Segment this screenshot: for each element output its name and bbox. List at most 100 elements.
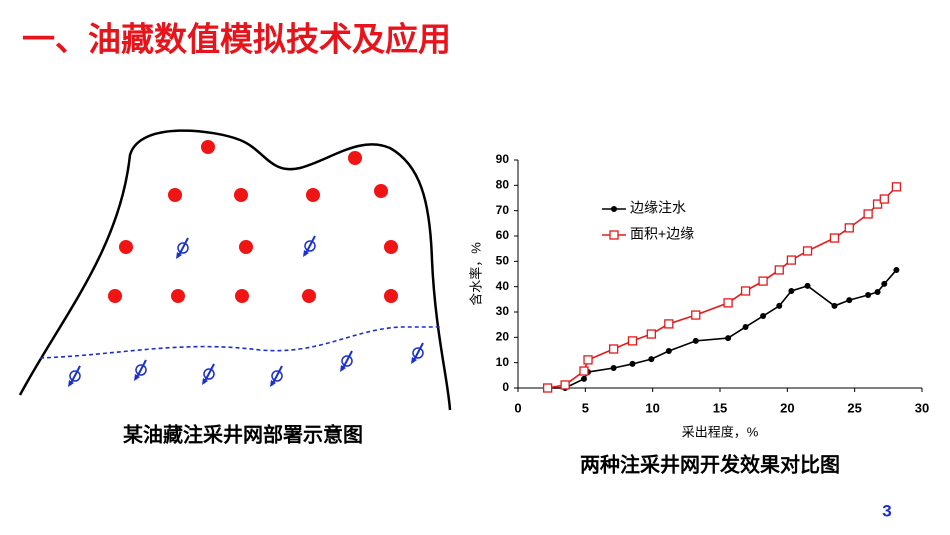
data-point	[648, 356, 655, 363]
legend-label: 边缘注水	[630, 200, 686, 216]
data-point	[608, 344, 619, 354]
chart: 0 10 20 30 40 50 60 70 80 90 0 5 10 15 20 25 30 采出程度，% 含水率…	[468, 152, 929, 439]
y-axis-label: 含水率，%	[468, 242, 483, 306]
chart-caption: 两种注采井网开发效果对比图	[580, 452, 840, 476]
injection-arrowhead	[340, 365, 346, 372]
data-point	[774, 265, 784, 275]
data-point	[879, 194, 889, 204]
data-point	[610, 364, 617, 371]
production-well	[302, 289, 316, 303]
injection-arrowhead	[411, 357, 417, 364]
y-tick-label: 90	[496, 152, 510, 166]
x-tick-label: 0	[514, 400, 521, 415]
y-tick-label: 0	[502, 380, 509, 394]
page-number: 3	[882, 501, 891, 520]
data-point	[579, 366, 589, 376]
injection-well	[69, 370, 81, 382]
data-point	[872, 199, 883, 209]
data-point	[542, 383, 553, 393]
data-point	[786, 255, 797, 265]
slide-title: 一、油藏数值模拟技术及应用	[22, 21, 451, 58]
series-line	[547, 186, 897, 389]
data-point	[776, 302, 783, 309]
data-point	[742, 323, 749, 330]
data-point	[583, 355, 593, 365]
data-point	[692, 337, 699, 344]
data-point	[844, 223, 854, 233]
data-point	[560, 380, 570, 390]
y-tick-label: 50	[496, 254, 510, 268]
data-point	[831, 302, 838, 309]
x-tick-label: 15	[713, 400, 727, 415]
production-well	[108, 289, 122, 303]
data-point	[740, 286, 751, 296]
diagram-caption: 某油藏注采井网部署示意图	[123, 422, 363, 446]
legend-marker	[609, 230, 619, 240]
injection-well	[341, 355, 353, 367]
legend-marker	[611, 206, 617, 212]
data-point	[664, 319, 674, 329]
x-tick-label: 20	[780, 400, 794, 415]
data-point	[580, 375, 587, 382]
y-tick-label: 40	[496, 279, 510, 293]
production-well	[168, 188, 182, 202]
injection-well	[203, 368, 215, 380]
injection-arrowhead	[68, 380, 74, 387]
x-tick-label: 30	[915, 400, 929, 415]
data-point	[804, 282, 811, 289]
injection-arrowhead	[176, 252, 182, 259]
production-well	[171, 289, 185, 303]
data-point	[802, 246, 813, 256]
injection-well	[271, 370, 283, 382]
data-point	[725, 335, 732, 342]
data-point	[629, 360, 636, 367]
injection-arrowhead	[303, 250, 309, 257]
data-point	[881, 280, 888, 287]
data-point	[874, 288, 881, 295]
data-point	[865, 292, 872, 299]
data-point	[665, 348, 672, 355]
y-tick-label: 10	[496, 355, 510, 369]
y-tick-label: 70	[496, 203, 510, 217]
x-tick-label: 25	[847, 400, 861, 415]
data-point	[691, 310, 701, 320]
injection-well	[135, 364, 147, 376]
x-tick-label: 10	[645, 400, 659, 415]
y-tick-label: 30	[496, 304, 510, 318]
data-point	[893, 266, 900, 273]
data-point	[788, 287, 795, 294]
x-tick-label: 5	[582, 400, 589, 415]
data-point	[646, 329, 656, 339]
production-well	[348, 151, 362, 165]
injection-arrowhead	[202, 378, 208, 385]
production-well	[374, 184, 388, 198]
reservoir-outline	[18, 129, 452, 411]
production-well	[384, 240, 398, 254]
production-well	[119, 240, 133, 254]
wells	[68, 140, 424, 387]
data-point	[829, 233, 840, 243]
production-well	[384, 289, 398, 303]
legend-label: 面积+边缘	[630, 226, 694, 242]
y-tick-label: 60	[496, 228, 510, 242]
production-well	[306, 188, 320, 202]
data-point	[760, 313, 767, 320]
injection-well	[177, 242, 189, 254]
data-point	[627, 336, 638, 346]
data-point	[863, 209, 873, 219]
data-point	[846, 297, 853, 304]
injection-well	[412, 347, 424, 359]
injection-well	[304, 240, 316, 252]
injection-arrowhead	[134, 374, 140, 381]
series-line	[547, 269, 898, 389]
data-point	[891, 182, 902, 192]
y-tick-label: 80	[496, 178, 510, 192]
x-axis-label: 采出程度，%	[682, 424, 759, 439]
data-point	[758, 276, 768, 286]
production-well	[239, 240, 253, 254]
injection-arrowhead	[270, 380, 276, 387]
production-well	[234, 188, 248, 202]
production-well	[235, 289, 249, 303]
data-point	[723, 298, 733, 308]
